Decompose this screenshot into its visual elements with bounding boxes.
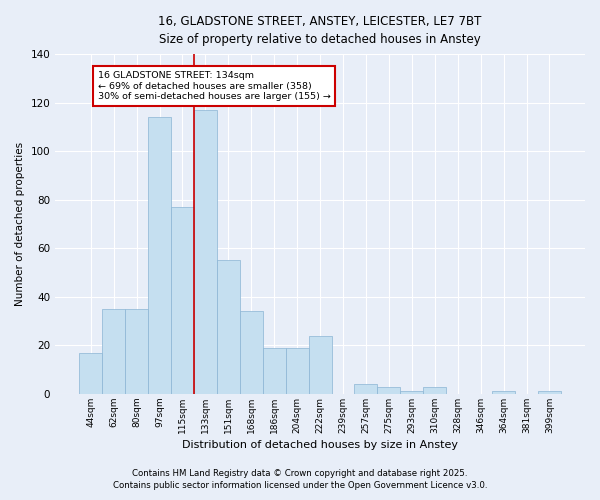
Text: Contains HM Land Registry data © Crown copyright and database right 2025.
Contai: Contains HM Land Registry data © Crown c… [113, 469, 487, 490]
Bar [217, 260, 240, 394]
Bar [102, 309, 125, 394]
Bar [538, 392, 561, 394]
Bar [263, 348, 286, 394]
Bar [286, 348, 308, 394]
Text: 16 GLADSTONE STREET: 134sqm
← 69% of detached houses are smaller (358)
30% of se: 16 GLADSTONE STREET: 134sqm ← 69% of det… [98, 71, 331, 101]
X-axis label: Distribution of detached houses by size in Anstey: Distribution of detached houses by size … [182, 440, 458, 450]
Bar [423, 386, 446, 394]
Bar [355, 384, 377, 394]
Bar [148, 117, 171, 394]
Bar [240, 312, 263, 394]
Bar [79, 352, 102, 394]
Bar [171, 207, 194, 394]
Bar [125, 309, 148, 394]
Bar [492, 392, 515, 394]
Bar [308, 336, 332, 394]
Title: 16, GLADSTONE STREET, ANSTEY, LEICESTER, LE7 7BT
Size of property relative to de: 16, GLADSTONE STREET, ANSTEY, LEICESTER,… [158, 15, 482, 46]
Y-axis label: Number of detached properties: Number of detached properties [15, 142, 25, 306]
Bar [194, 110, 217, 394]
Bar [400, 392, 423, 394]
Bar [377, 386, 400, 394]
